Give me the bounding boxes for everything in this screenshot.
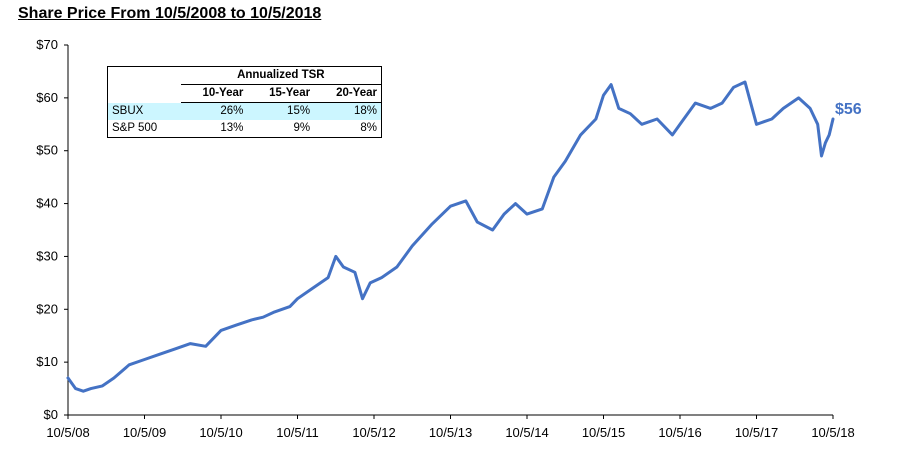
table-cell: 26%	[180, 102, 248, 120]
y-tick-labels: $0 $10 $20 $30 $40 $50 $60 $70	[36, 37, 58, 422]
tsr-table: Annualized TSR 10-Year 15-Year 20-Year S…	[107, 66, 382, 138]
x-tick-label: 10/5/11	[276, 425, 318, 440]
y-tick-label: $30	[36, 248, 58, 263]
column-header-10-year: 10-Year	[180, 84, 248, 103]
table-cell: 15%	[247, 102, 315, 120]
x-tick-label: 10/5/13	[429, 425, 472, 440]
x-tick-label: 10/5/15	[582, 425, 625, 440]
x-tick-label: 10/5/16	[658, 425, 701, 440]
row-label: S&P 500	[112, 122, 158, 134]
x-tick-label: 10/5/18	[811, 425, 854, 440]
x-tick-label: 10/5/14	[505, 425, 548, 440]
table-cell: 13%	[220, 122, 244, 134]
sbux-price-line	[66, 80, 835, 393]
row-label: SBUX	[107, 102, 181, 120]
chart-title: Share Price From 10/5/2008 to 10/5/2018	[18, 5, 322, 22]
y-tick-label: $70	[36, 37, 58, 52]
y-tick-label: $0	[44, 407, 58, 422]
y-tick-label: $10	[36, 354, 58, 369]
x-tick-label: 10/5/17	[735, 425, 778, 440]
y-tick-label: $50	[36, 143, 58, 158]
table-row-sp500: S&P 500 13% 9% 8%	[108, 120, 382, 138]
x-tick-label: 10/5/08	[46, 425, 89, 440]
table-cell: 9%	[293, 122, 311, 134]
chart-axes	[64, 44, 834, 419]
y-tick-label: $60	[36, 90, 58, 105]
column-header-20-year: 20-Year	[314, 84, 382, 103]
table-cell: 18%	[314, 102, 382, 120]
end-price-label: $56	[835, 101, 862, 118]
tsr-table-title: Annualized TSR	[180, 66, 382, 85]
x-tick-label: 10/5/09	[123, 425, 166, 440]
x-tick-labels: 10/5/08 10/5/09 10/5/10 10/5/11 10/5/12 10/5/…	[46, 425, 854, 440]
x-tick-label: 10/5/10	[199, 425, 242, 440]
table-row-sbux: SBUX 26% 15% 18%	[107, 102, 382, 120]
x-tick-label: 10/5/12	[352, 425, 395, 440]
column-header-15-year: 15-Year	[247, 84, 315, 103]
y-tick-label: $20	[36, 301, 58, 316]
y-tick-label: $40	[36, 196, 58, 211]
table-cell: 8%	[360, 122, 377, 134]
